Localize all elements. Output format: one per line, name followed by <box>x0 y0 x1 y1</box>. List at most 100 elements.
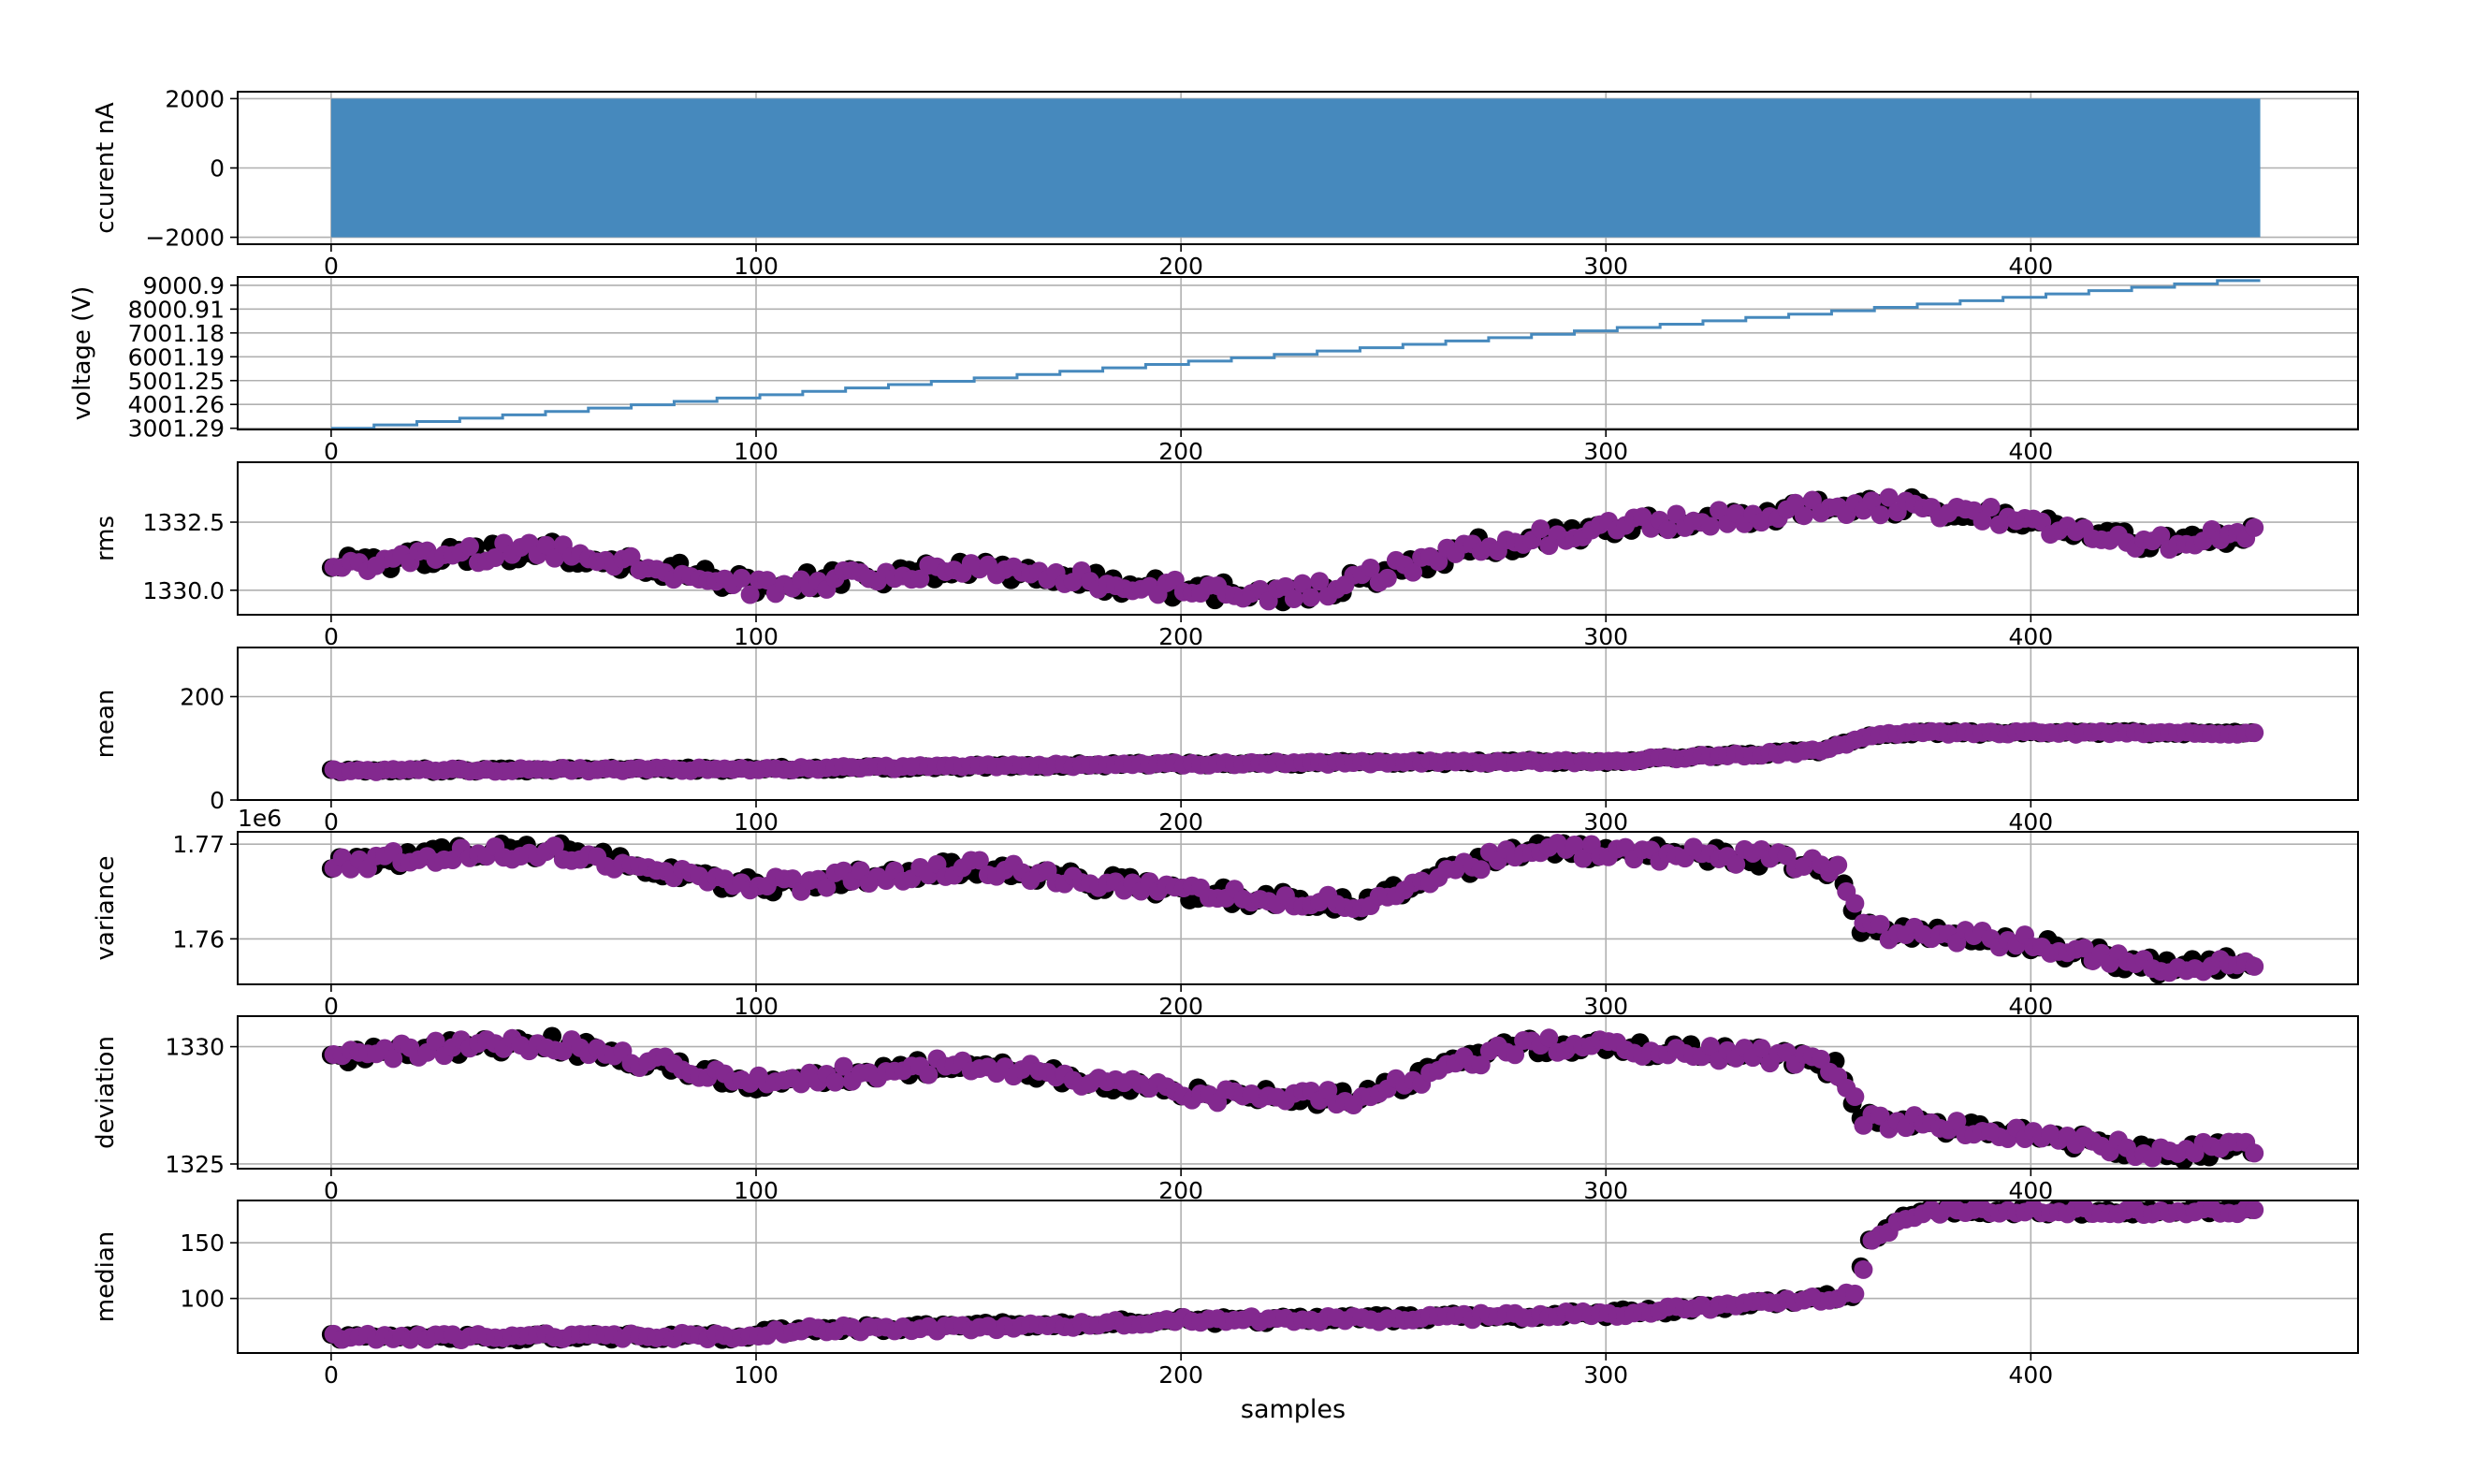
y-tick-label: 8000.91 <box>128 296 225 323</box>
x-tick-label: 400 <box>2008 438 2053 465</box>
point <box>1845 894 1865 913</box>
point <box>2245 1200 2264 1220</box>
plot-area <box>330 279 2261 429</box>
point <box>1854 1259 1873 1279</box>
x-tick-label: 0 <box>324 623 339 650</box>
plot-area <box>321 487 2264 612</box>
grid <box>238 1200 2358 1353</box>
point <box>834 1056 853 1076</box>
point <box>1845 1284 1865 1303</box>
point <box>1947 1112 1967 1131</box>
point <box>1700 1037 1720 1056</box>
y-axis-label: ccurent nA <box>92 102 120 234</box>
point <box>1845 1087 1865 1107</box>
point <box>740 585 760 604</box>
y-tick-label: 100 <box>180 1286 225 1313</box>
y-tick-label: 1.76 <box>172 925 225 953</box>
point <box>1284 589 1303 608</box>
point <box>910 569 930 589</box>
axes-frame <box>237 831 2359 985</box>
point <box>426 1031 445 1051</box>
x-tick-label: 0 <box>324 1361 339 1389</box>
point <box>1471 1055 1491 1075</box>
point <box>486 548 505 568</box>
point <box>621 546 641 566</box>
plot-area <box>321 1200 2264 1350</box>
axes-frame <box>237 276 2359 430</box>
point <box>1726 854 1746 874</box>
point <box>757 571 777 590</box>
point <box>1377 568 1397 588</box>
point <box>2245 517 2264 537</box>
y-tick-label: 9000.9 <box>143 272 225 299</box>
point <box>459 536 479 556</box>
x-tick-label: 200 <box>1158 1361 1203 1389</box>
x-tick-label: 400 <box>2008 1361 2053 1389</box>
y-axis-label: voltage (V) <box>68 286 96 420</box>
y-tick-label: 1332.5 <box>143 509 225 536</box>
point <box>1879 487 1899 507</box>
point <box>1565 836 1584 855</box>
axes-frame <box>237 1015 2359 1170</box>
y-tick-label: 1.77 <box>172 831 225 858</box>
plot-area <box>330 98 2261 238</box>
x-tick-label: 0 <box>324 438 339 465</box>
point <box>1573 849 1593 868</box>
point <box>1471 860 1491 880</box>
x-tick-label: 300 <box>1583 438 1628 465</box>
y-tick-label: 3001.29 <box>128 415 225 443</box>
point <box>1972 511 1992 531</box>
x-tick-label: 100 <box>734 253 779 280</box>
x-tick-label: 100 <box>734 438 779 465</box>
x-tick-label: 200 <box>1158 438 1203 465</box>
point <box>1710 501 1729 520</box>
plot-area <box>321 834 2264 984</box>
grid <box>238 277 2358 429</box>
axes-frame <box>237 461 2359 616</box>
y-axis-label: variance <box>92 856 120 961</box>
point <box>1862 491 1882 511</box>
y-axis-label: median <box>92 1231 120 1322</box>
point <box>1667 504 1686 524</box>
point <box>1531 519 1550 539</box>
voltage-line <box>330 279 2261 429</box>
x-tick-label: 0 <box>324 1177 339 1204</box>
point <box>2151 526 2171 546</box>
panel-voltage-v-: 0 100 200 300 400 3001.294001.265001.256001.1… <box>68 272 2359 465</box>
x-tick-label: 400 <box>2008 623 2053 650</box>
y-tick-label: 1330 <box>165 1034 225 1061</box>
point <box>1310 572 1330 591</box>
point <box>1302 588 1321 607</box>
y-tick-label: 6001.19 <box>128 343 225 371</box>
y-tick-label: 5001.25 <box>128 368 225 395</box>
point <box>545 836 564 855</box>
x-tick-label: 300 <box>1583 253 1628 280</box>
point <box>1870 914 1890 934</box>
panel-ccurent-na: 0 100 200 300 400 2000 0 −2000 ccurent nA <box>92 85 2359 280</box>
point <box>384 1049 403 1069</box>
point <box>817 878 837 897</box>
point <box>919 1065 939 1084</box>
panel-median: 0 100 200 300 400 100 150 median <box>92 1200 2359 1389</box>
x-tick-label: 300 <box>1583 1361 1628 1389</box>
point <box>1429 552 1448 572</box>
point <box>1404 562 1423 582</box>
point <box>1292 574 1312 593</box>
point <box>1506 1045 1525 1065</box>
point <box>825 1072 845 1092</box>
y-tick-label: 1325 <box>165 1151 225 1178</box>
point <box>1752 1039 1771 1058</box>
x-tick-label: 100 <box>734 623 779 650</box>
point <box>545 548 564 568</box>
point <box>2245 956 2264 976</box>
y-tick-label: −2000 <box>145 225 225 252</box>
y-tick-label: 4001.26 <box>128 391 225 418</box>
x-axis-label: samples <box>1241 1395 1346 1424</box>
y-tick-label: 1330.0 <box>143 577 225 604</box>
axes-frame <box>237 1200 2359 1354</box>
point <box>1700 516 1720 536</box>
current-band <box>330 98 2261 238</box>
